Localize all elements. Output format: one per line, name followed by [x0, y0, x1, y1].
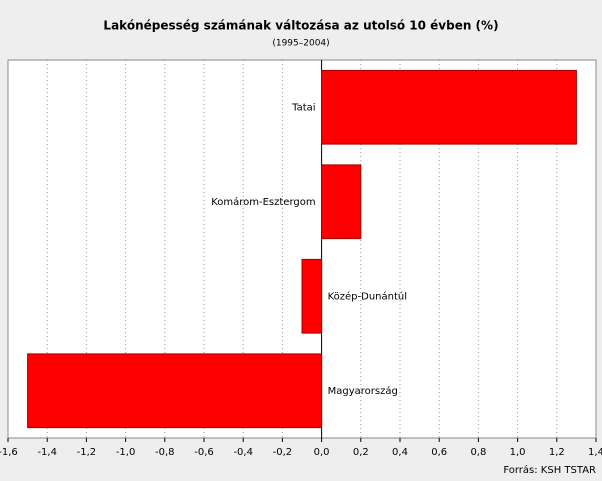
x-tick-label: -0,6 — [194, 447, 214, 458]
category-label: Tatai — [291, 102, 315, 113]
category-label: Komárom-Esztergom — [211, 196, 315, 208]
source-note: Forrás: KSH TSTAR — [503, 464, 596, 476]
x-tick-label: -1,0 — [116, 447, 136, 458]
bar — [321, 164, 362, 240]
x-tick-label: 0,8 — [470, 447, 486, 458]
x-tick-label: -1,4 — [37, 447, 57, 458]
x-tick-label: 0,4 — [392, 447, 408, 458]
x-tick-label: 0,2 — [353, 447, 369, 458]
x-tick-label: -1,6 — [0, 447, 18, 458]
x-tick-label: -0,8 — [155, 447, 175, 458]
x-tick-label: 0,0 — [314, 447, 330, 458]
bar — [321, 69, 577, 145]
x-tick-label: 0,6 — [431, 447, 447, 458]
category-label: Közép-Dunántúl — [328, 290, 407, 302]
x-tick-label: -0,4 — [233, 447, 253, 458]
category-label: Magyarország — [328, 385, 398, 397]
x-tick-label: -0,2 — [273, 447, 293, 458]
bar — [301, 258, 323, 334]
x-tick-label: -1,2 — [77, 447, 97, 458]
bar — [27, 353, 323, 429]
x-tick-label: 1,0 — [510, 447, 526, 458]
x-tick-label: 1,2 — [549, 447, 565, 458]
chart-subtitle: (1995–2004) — [272, 39, 329, 49]
x-tick-label: 1,4 — [588, 447, 602, 458]
chart-title: Lakónépesség számának változása az utols… — [103, 19, 498, 33]
